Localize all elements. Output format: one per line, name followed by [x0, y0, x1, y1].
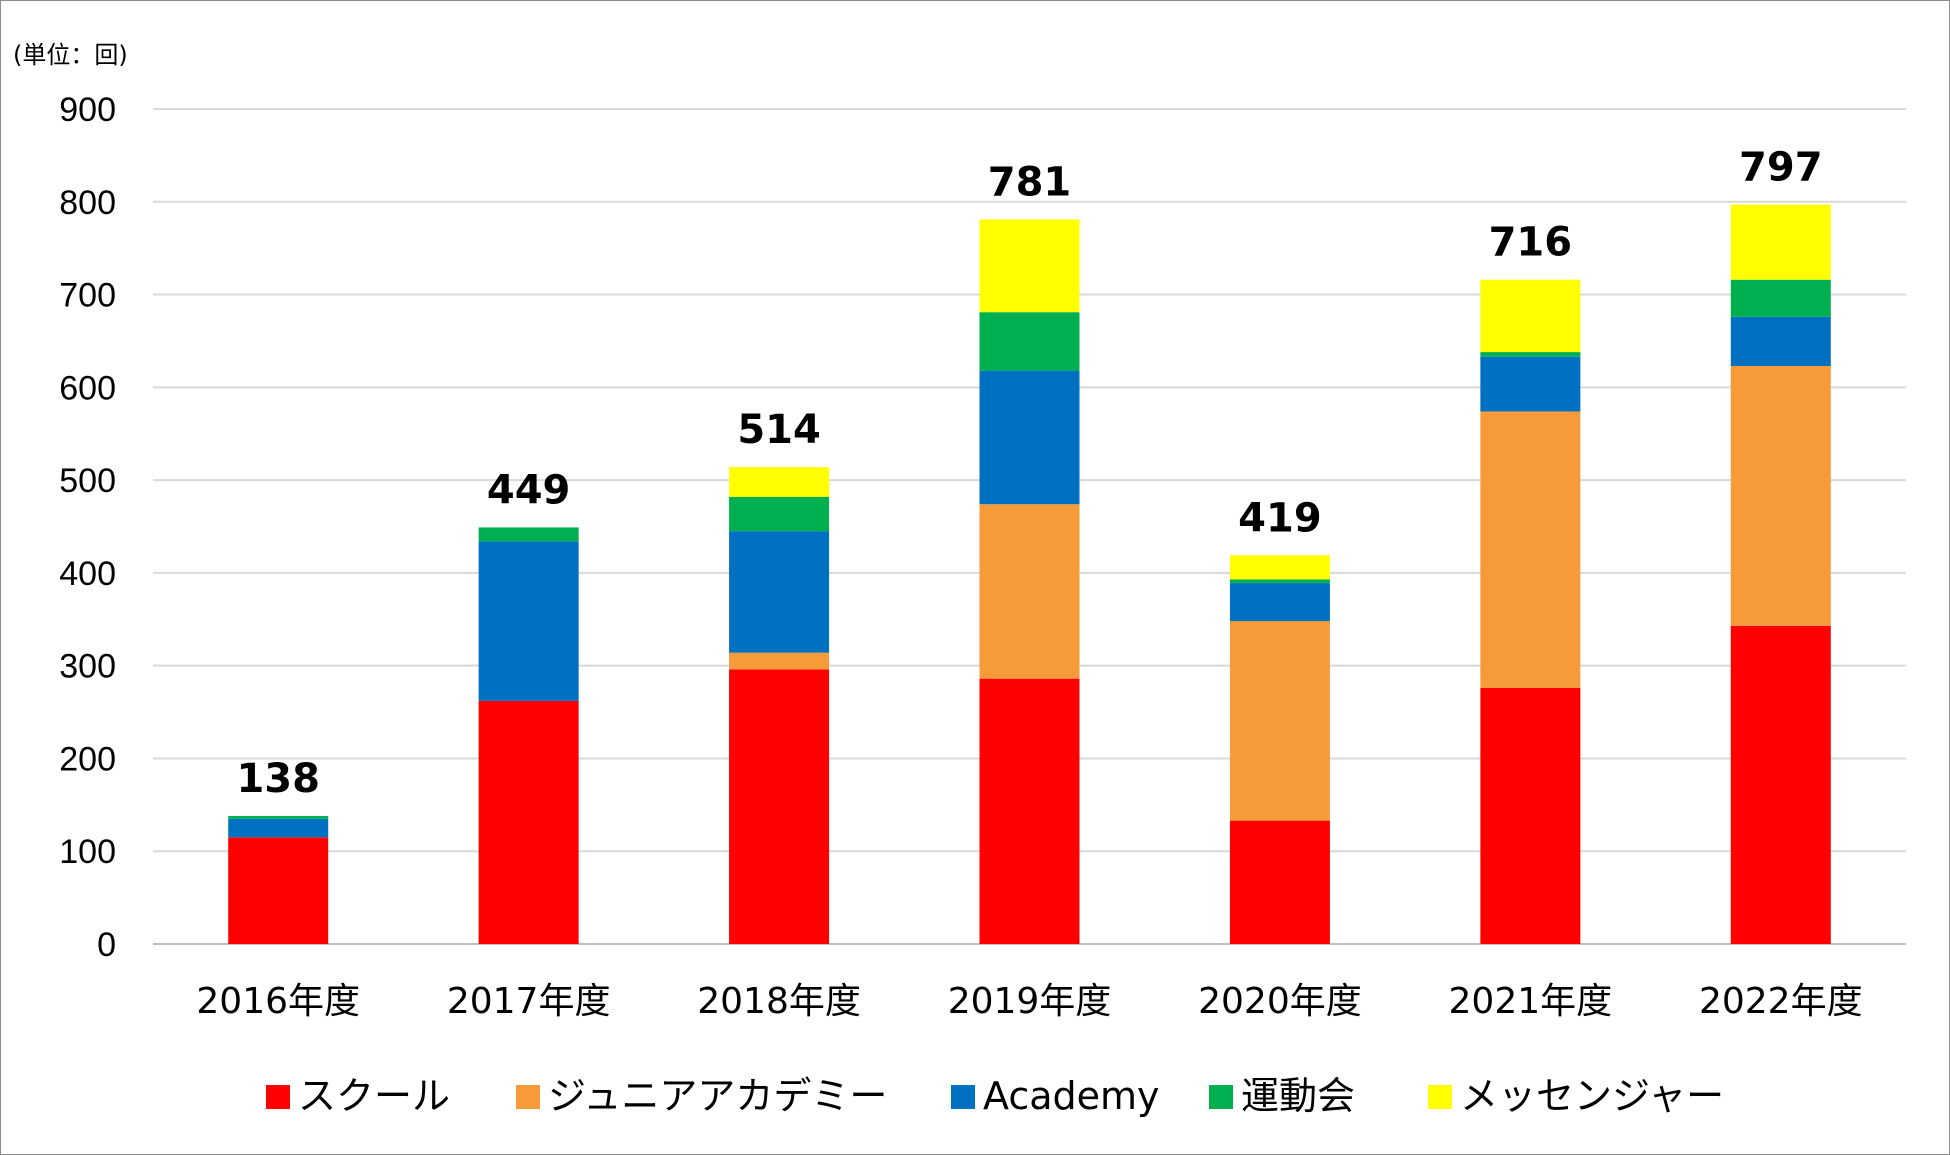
legend-label: 運動会	[1241, 1074, 1355, 1118]
y-tick-label: 200	[59, 740, 116, 778]
x-tick-label: 2021年度	[1449, 981, 1613, 1022]
bar-segment	[1730, 365, 1831, 626]
total-label: 797	[1739, 145, 1823, 191]
total-label: 514	[737, 407, 821, 453]
bar-segment	[1229, 583, 1330, 622]
x-tick-label: 2016年度	[196, 981, 360, 1022]
bar-segment	[979, 504, 1080, 679]
x-tick-label: 2020年度	[1198, 981, 1362, 1022]
total-label: 138	[236, 756, 320, 802]
bar-segment	[729, 496, 830, 532]
bar-segment	[979, 370, 1080, 505]
y-tick-label: 700	[59, 277, 116, 315]
legend-swatch	[1428, 1085, 1452, 1109]
legend-label: ジュニアアカデミー	[548, 1074, 887, 1118]
total-label: 419	[1238, 495, 1322, 541]
y-tick-label: 500	[59, 462, 116, 500]
bar-segment	[228, 815, 329, 819]
bar-segment	[1229, 621, 1330, 821]
bar-segment	[478, 527, 579, 542]
legend: スクール ジュニアアカデミー Academy 運動会 メッセンジャー	[266, 1074, 1724, 1118]
bar-segment	[1480, 356, 1581, 412]
bars	[228, 204, 1831, 944]
legend-label: メッセンジャー	[1460, 1074, 1724, 1118]
x-tick-label: 2022年度	[1699, 981, 1863, 1022]
y-tick-label: 600	[59, 369, 116, 407]
bar-segment	[729, 669, 830, 944]
y-tick-label: 100	[59, 833, 116, 871]
y-tick-label: 300	[59, 648, 116, 686]
legend-swatch	[266, 1085, 290, 1109]
bar-segment	[228, 837, 329, 944]
bar-segment	[1730, 625, 1831, 944]
bar-segment	[729, 531, 830, 653]
bar-segment	[729, 652, 830, 670]
bar-segment	[1480, 279, 1581, 353]
y-tick-label: 900	[59, 91, 116, 129]
bar-segment	[1730, 316, 1831, 366]
y-tick-label: 400	[59, 555, 116, 593]
x-tick-label: 2019年度	[948, 981, 1112, 1022]
bar-segment	[979, 312, 1080, 371]
legend-swatch	[951, 1085, 975, 1109]
y-axis-ticks: 0 100 200 300 400 500 600 700 800 900	[59, 91, 116, 964]
x-tick-label: 2018年度	[697, 981, 861, 1022]
bar-segment	[979, 219, 1080, 313]
total-label: 781	[988, 159, 1072, 205]
x-axis-ticks: 2016年度 2017年度 2018年度 2019年度 2020年度 2021年度 2022…	[196, 981, 1862, 1022]
bar-segment	[478, 700, 579, 944]
bar-segment	[1730, 279, 1831, 317]
unit-label: (単位：回)	[13, 41, 128, 69]
bar-segment	[228, 818, 329, 838]
bar-segment	[979, 678, 1080, 944]
x-tick-label: 2017年度	[447, 981, 611, 1022]
bar-segment	[478, 541, 579, 701]
y-tick-label: 800	[59, 184, 116, 222]
legend-swatch	[516, 1085, 540, 1109]
total-label: 449	[487, 467, 571, 513]
bar-segment	[1480, 687, 1581, 944]
bar-segment	[1229, 555, 1330, 580]
y-tick-label: 0	[97, 926, 116, 964]
bar-segment	[1730, 204, 1831, 280]
bar-segment	[1480, 411, 1581, 688]
bar-segment	[1480, 352, 1581, 357]
legend-label: スクール	[298, 1074, 450, 1118]
bar-segment	[1229, 579, 1330, 584]
total-labels: 138 449 514 781 419 716 797	[236, 145, 1822, 802]
legend-swatch	[1209, 1085, 1233, 1109]
bar-segment	[1229, 820, 1330, 944]
total-label: 716	[1489, 220, 1573, 266]
legend-label: Academy	[983, 1074, 1160, 1118]
bar-segment	[729, 467, 830, 497]
